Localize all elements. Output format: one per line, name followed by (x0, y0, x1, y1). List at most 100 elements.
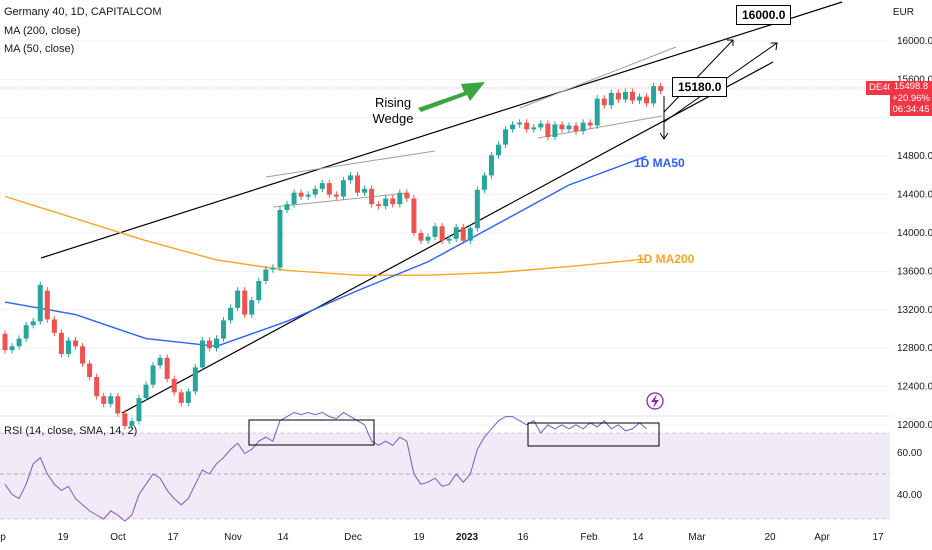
candle-body (333, 194, 339, 197)
candle-body (44, 290, 50, 320)
candle-body (524, 122, 530, 130)
target-high-callout: 16000.0 (736, 5, 792, 25)
candle-body (347, 175, 353, 181)
candle-body (277, 209, 283, 268)
rsi-line (4, 411, 647, 522)
candle-body (73, 340, 78, 347)
candle-body (51, 319, 57, 333)
rsi-band (0, 433, 890, 519)
time-tick: Feb (580, 532, 598, 543)
candle-body (206, 340, 212, 349)
price-grid (0, 40, 890, 426)
candle-body (418, 233, 424, 241)
candle-body (411, 198, 417, 233)
candles (2, 82, 664, 430)
price-tick: 12000.0 (897, 420, 932, 431)
symbol-tag: DE40 (866, 81, 896, 95)
candle-body (298, 192, 304, 197)
candle-body (16, 338, 22, 347)
last-price-badge: 15498.8 +20.96% 06:34:45 (890, 81, 932, 116)
lightning-icon[interactable] (646, 392, 664, 410)
candle-body (608, 92, 614, 106)
candle-body (397, 192, 403, 205)
candle-body (637, 96, 642, 101)
candle-body (503, 129, 509, 145)
candle-body (651, 86, 657, 104)
candle-body (87, 363, 93, 377)
candle-body (2, 333, 8, 351)
candle-body (235, 290, 241, 308)
candle-body (355, 175, 360, 193)
candle-body (510, 124, 516, 130)
rsi-path (4, 411, 647, 522)
candle-body (362, 188, 368, 193)
candle-body (122, 413, 128, 426)
candle-body (474, 189, 480, 229)
rsi-tick: 60.00 (897, 448, 922, 459)
ma200-line (4, 195, 647, 276)
price-tick: 15600.0 (897, 74, 932, 85)
time-tick: 2023 (456, 532, 479, 543)
candle-body (228, 307, 234, 321)
candle-body (30, 321, 36, 326)
countdown: 06:34:45 (892, 104, 930, 115)
price-tick: 13600.0 (897, 266, 932, 277)
price-axis[interactable]: 16000.0 15600.0 14800.0 14400.0 14000.0 13600… (897, 36, 932, 431)
candle-body (658, 86, 664, 91)
rsi-tick: 40.00 (897, 490, 922, 501)
price-tick: 12400.0 (897, 382, 932, 393)
time-tick: 17 (167, 532, 179, 543)
ma50-legend[interactable]: MA (50, close) (4, 43, 75, 55)
candle-body (94, 377, 100, 397)
time-axis[interactable]: p 19 Oct 17 Nov 14 Dec 19 2023 16 Feb 14 Mar 20 Apr 17 (0, 532, 884, 543)
candle-body (376, 204, 382, 207)
candle-body (587, 122, 593, 126)
candle-body (390, 198, 396, 205)
ma200-legend[interactable]: MA (200, close) (4, 25, 81, 37)
candle-body (249, 300, 255, 315)
rsi-box-jan (527, 422, 660, 447)
candle-body (65, 340, 71, 354)
price-tick: 14000.0 (897, 228, 932, 239)
candle-body (199, 340, 205, 368)
candle-body (552, 124, 558, 137)
candle-body (23, 325, 29, 339)
candle-body (432, 226, 438, 237)
rsi-box-nov (248, 419, 375, 446)
time-tick: Apr (814, 532, 830, 543)
candle-body (129, 421, 135, 426)
price-tick: 14400.0 (897, 190, 932, 201)
time-tick: p (0, 532, 6, 543)
candle-body (185, 391, 191, 403)
candle-body (439, 226, 445, 241)
candle-body (192, 367, 198, 392)
candle-body (369, 188, 375, 205)
candle-body (580, 122, 586, 132)
candle-body (221, 320, 227, 339)
candle-body (326, 183, 332, 195)
trend-arrow-icon (418, 82, 485, 112)
candle-body (488, 155, 494, 176)
candle-body (164, 357, 170, 379)
time-tick: 19 (57, 532, 69, 543)
candle-body (284, 204, 290, 210)
ma200-path (4, 195, 647, 276)
pattern-label-line2: Wedge (373, 111, 414, 126)
rsi-legend[interactable]: RSI (14, close, SMA, 14, 2) (4, 425, 138, 437)
time-tick: 14 (632, 532, 644, 543)
candle-body (115, 396, 121, 414)
currency-label: EUR (892, 7, 914, 18)
candle-body (629, 91, 635, 101)
time-tick: 19 (413, 532, 425, 543)
candle-body (143, 384, 149, 399)
candle-body (305, 194, 311, 197)
price-tick: 14800.0 (897, 151, 932, 162)
candle-body (270, 267, 276, 270)
candle-body (214, 338, 219, 349)
jan-channel-top (519, 46, 677, 109)
candle-body (340, 180, 346, 197)
price-tick: 16000.0 (897, 36, 932, 47)
candle-body (594, 98, 600, 126)
ma50-line (4, 155, 647, 348)
